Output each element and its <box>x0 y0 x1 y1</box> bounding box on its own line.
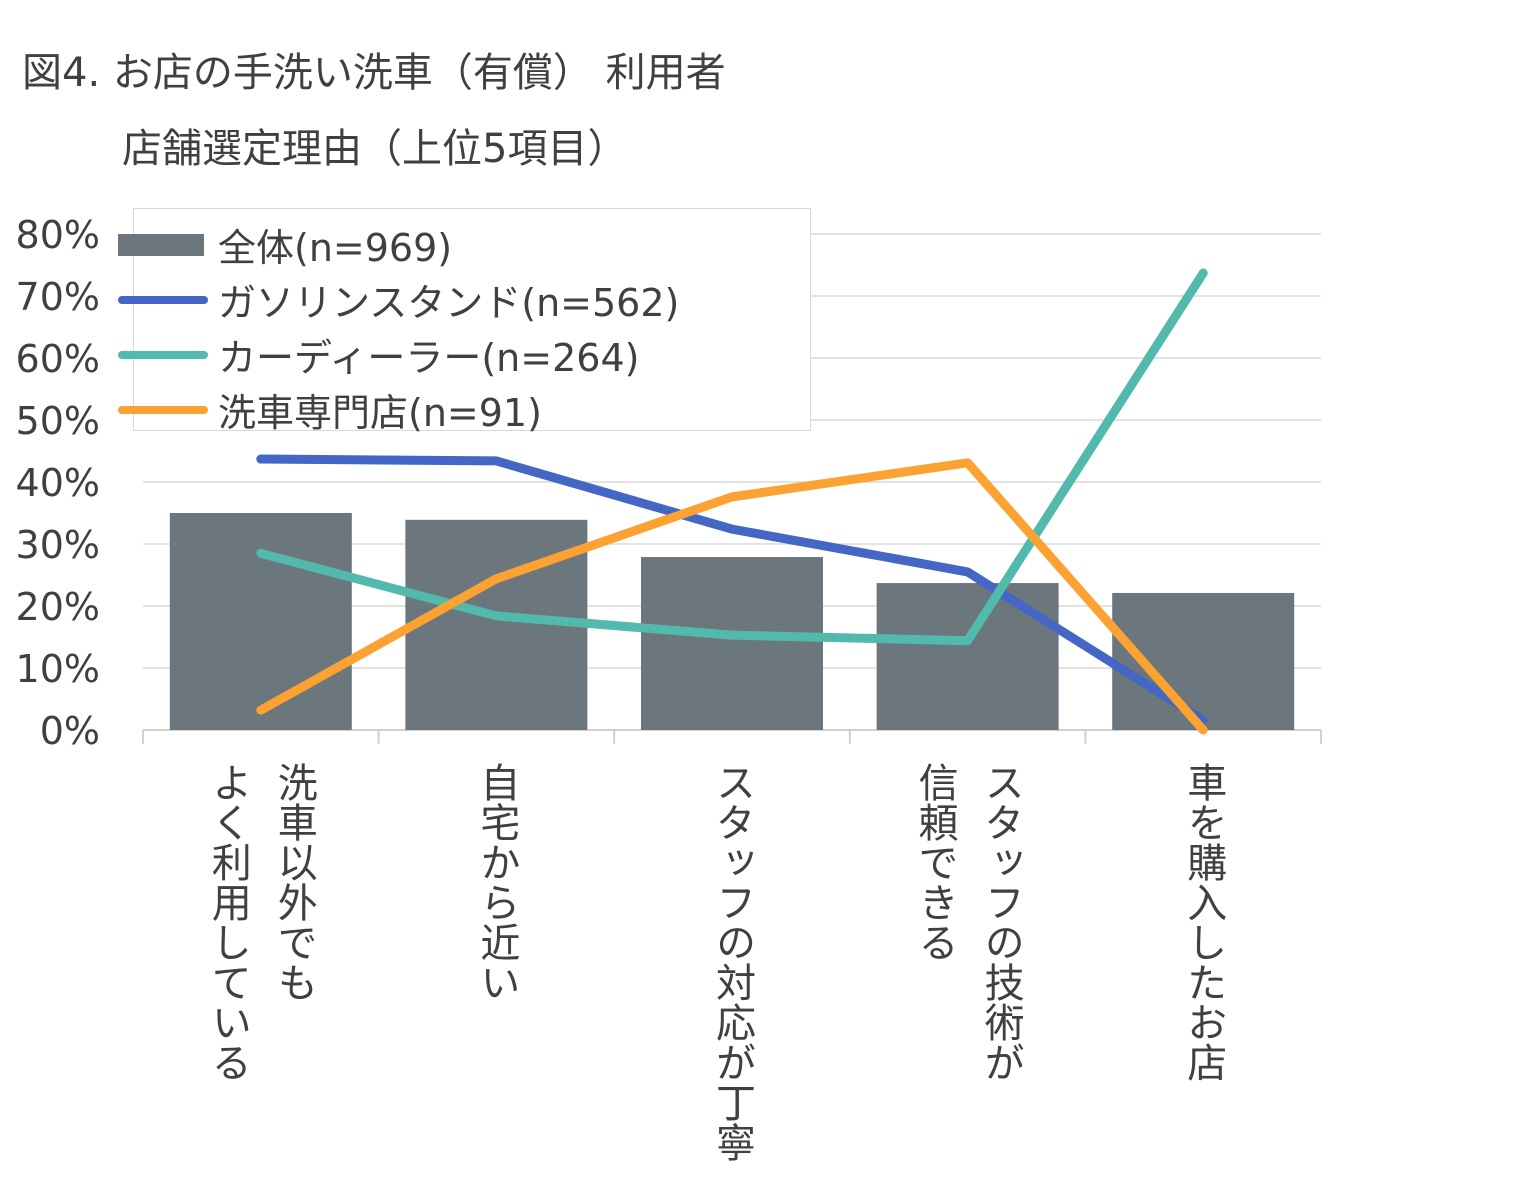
legend-item-gas-station: ガソリンスタンド(n=562) <box>118 272 680 327</box>
bar-all-0 <box>169 513 352 730</box>
y-tick-label: 50% <box>16 399 100 443</box>
x-category-label: スタッフの技術が 信頼できる <box>911 762 1024 1082</box>
chart-title-line1: 図4. お店の手洗い洗車（有償） 利用者 <box>22 50 726 96</box>
legend-label: カーディーラー(n=264) <box>218 336 640 380</box>
y-tick-label: 40% <box>16 461 100 505</box>
legend-swatch-line <box>118 350 208 359</box>
x-category-label: スタッフの対応が丁寧 <box>709 762 755 1162</box>
y-tick-label: 80% <box>16 213 100 257</box>
x-category-label: 自宅から近い <box>473 762 520 1002</box>
y-tick-label: 0% <box>40 709 100 753</box>
legend-swatch-bar <box>118 233 204 256</box>
legend-swatch-line <box>118 295 208 304</box>
y-tick-label: 10% <box>16 647 100 691</box>
legend-label: ガソリンスタンド(n=562) <box>218 281 680 325</box>
legend: 全体(n=969) ガソリンスタンド(n=562) カーディーラー(n=264)… <box>118 208 811 435</box>
y-tick-label: 60% <box>16 337 100 381</box>
y-tick-label: 30% <box>16 523 100 567</box>
bar-all-3 <box>876 583 1059 730</box>
x-category-label: 洗車以外でも よく利用している <box>204 762 317 1082</box>
bar-all-2 <box>641 557 823 730</box>
y-tick-label: 20% <box>16 585 100 629</box>
legend-item-car-dealer: カーディーラー(n=264) <box>118 327 640 382</box>
legend-item-all: 全体(n=969) <box>118 217 453 272</box>
legend-label: 洗車専門店(n=91) <box>218 391 542 435</box>
legend-swatch-line <box>118 405 208 414</box>
legend-item-car-wash-shop: 洗車専門店(n=91) <box>118 382 542 437</box>
x-category-label: 車を購入したお店 <box>1180 762 1227 1082</box>
legend-label: 全体(n=969) <box>218 226 453 270</box>
chart-title-line2: 店舗選定理由（上位5項目） <box>122 126 628 172</box>
y-tick-label: 70% <box>16 275 100 319</box>
